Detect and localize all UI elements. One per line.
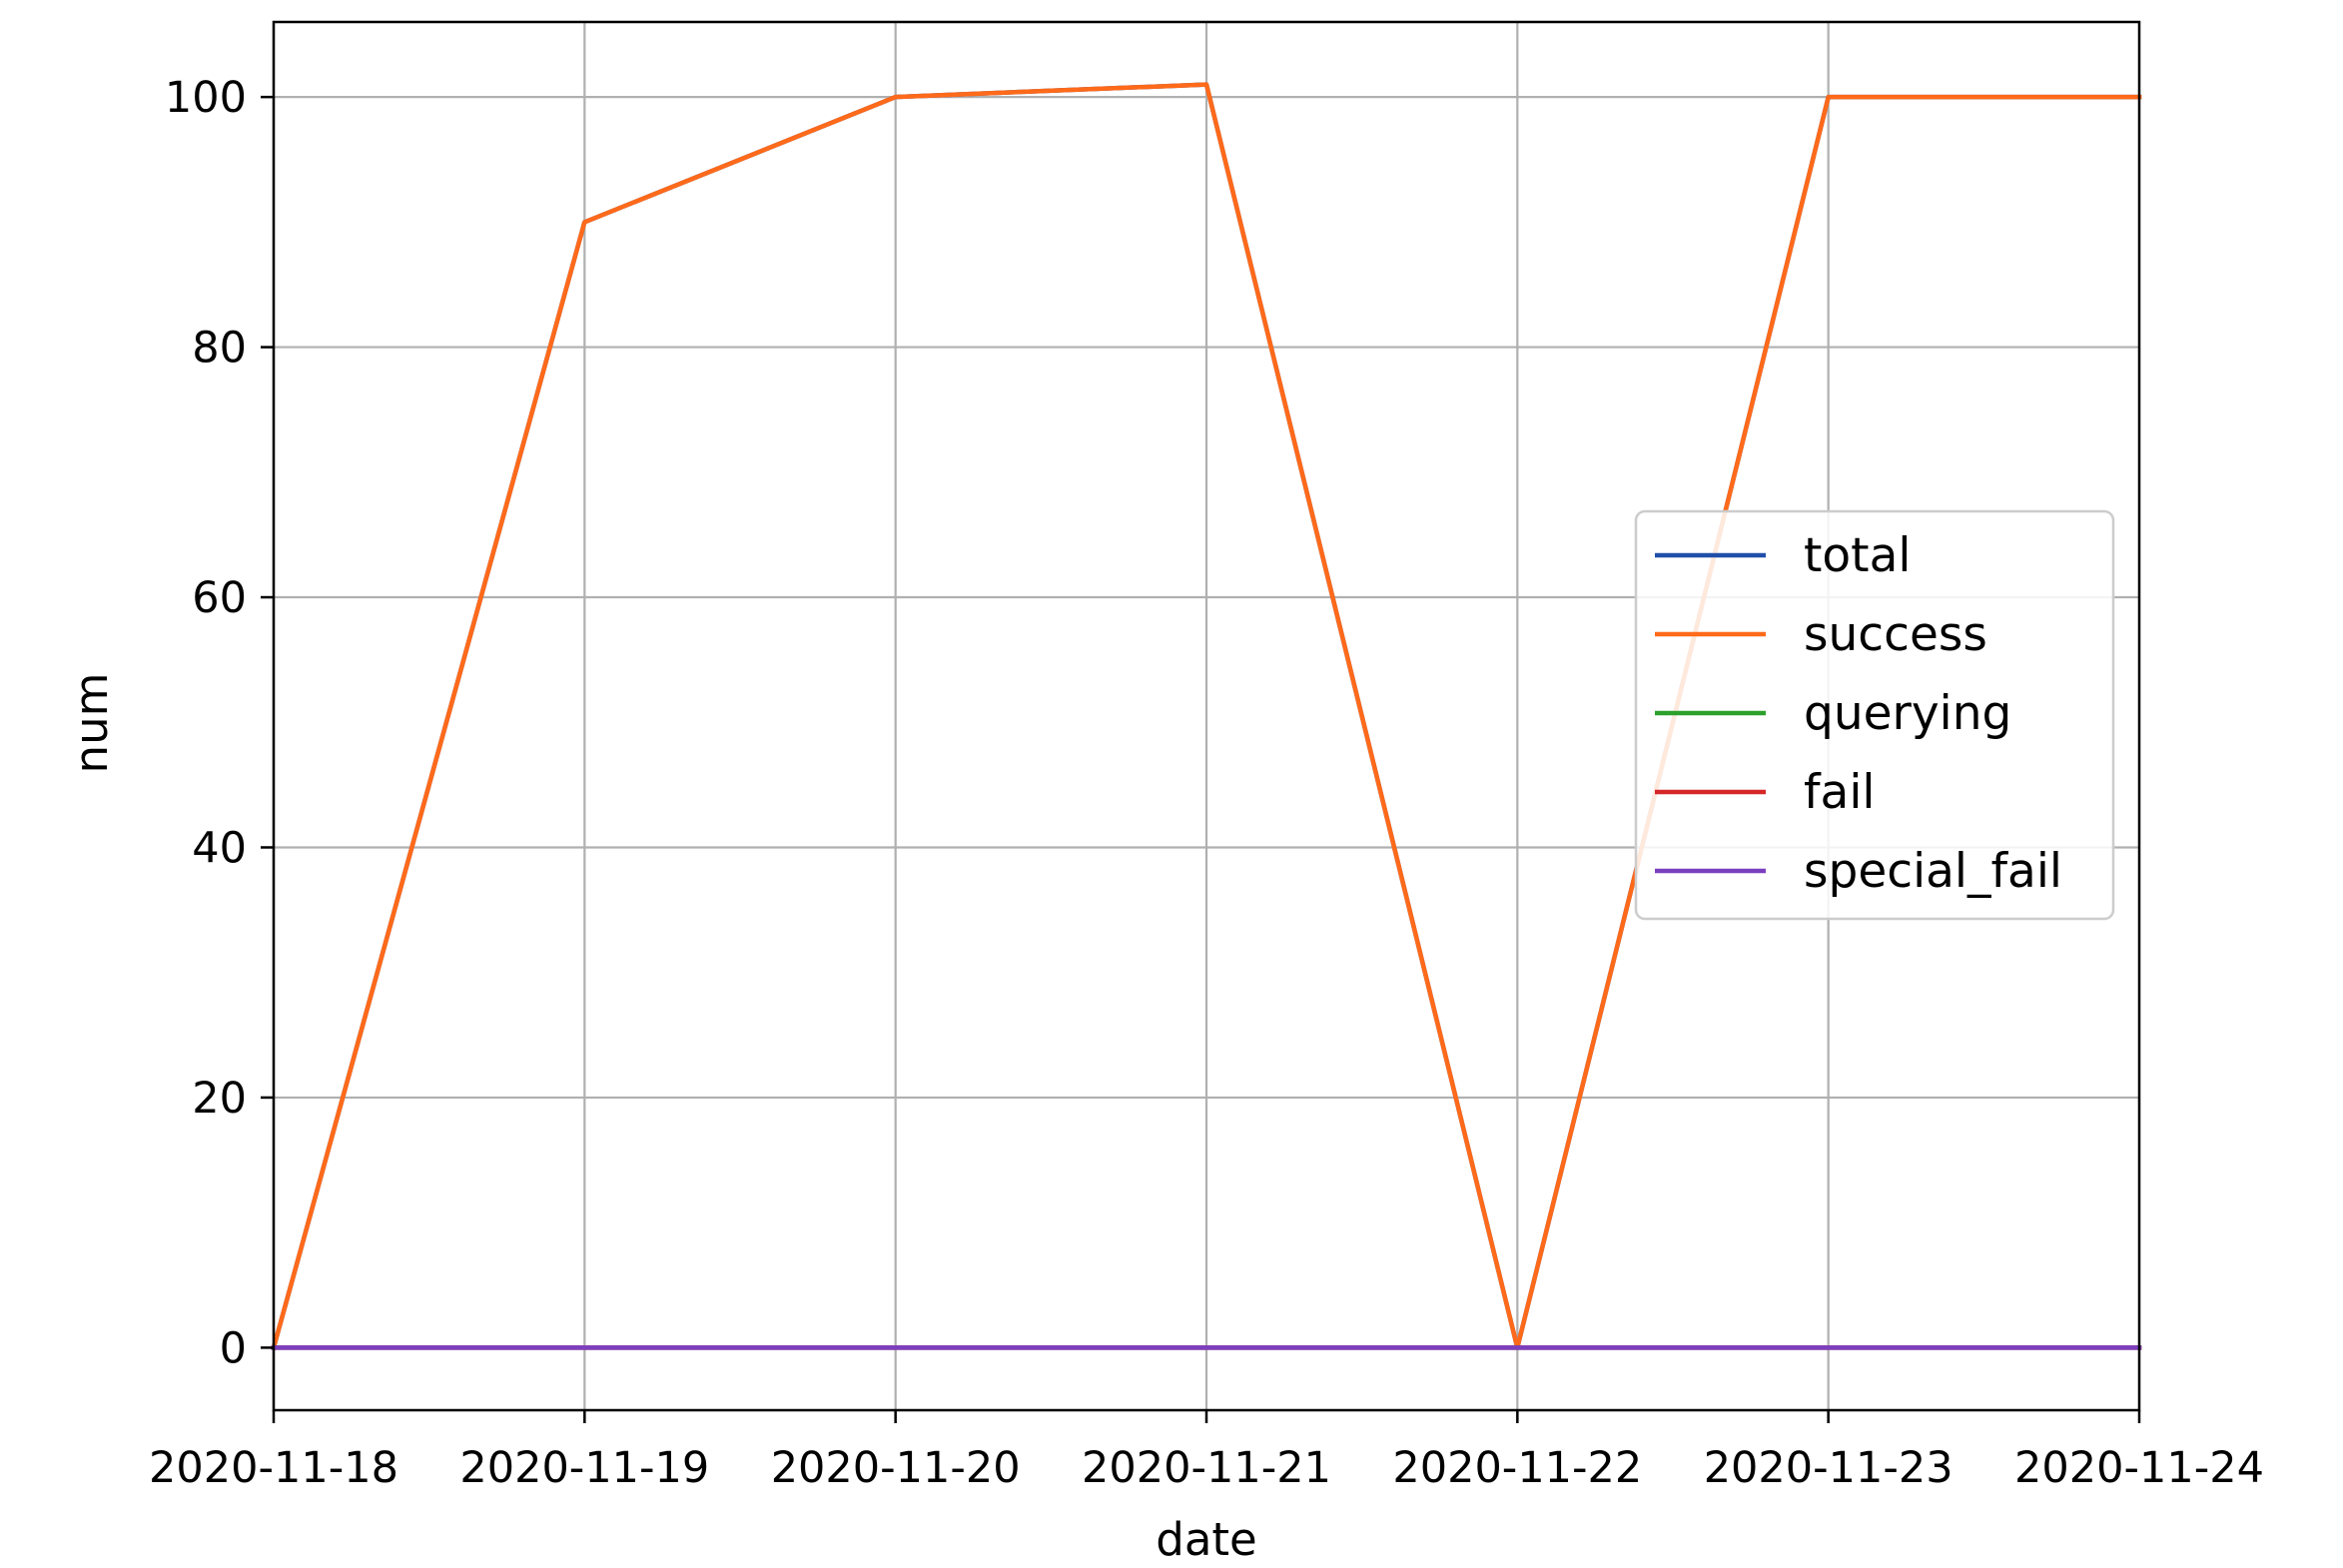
y-tick-label: 20 (192, 1074, 247, 1124)
y-axis: 0 20 40 60 80 100 (165, 73, 274, 1373)
x-tick-label: 2020-11-18 (149, 1443, 398, 1493)
y-tick-label: 40 (192, 823, 247, 873)
legend: total success querying fail special_fail (1634, 509, 2115, 921)
legend-label-success: success (1804, 607, 1987, 662)
series-lines (271, 82, 2142, 1351)
x-tick-label: 2020-11-21 (1082, 1443, 1331, 1493)
x-axis: 2020-11-18 2020-11-19 2020-11-20 2020-11-21… (149, 1410, 2264, 1493)
x-tick-label: 2020-11-19 (459, 1443, 709, 1493)
x-axis-title: date (1156, 1513, 1256, 1566)
x-tick-label: 2020-11-24 (2014, 1443, 2264, 1493)
x-tick-label: 2020-11-23 (1704, 1443, 1953, 1493)
y-tick-label: 100 (165, 73, 247, 123)
legend-label-total: total (1804, 528, 1911, 583)
x-tick-label: 2020-11-20 (771, 1443, 1021, 1493)
legend-box (1634, 509, 2115, 921)
legend-label-querying: querying (1804, 686, 2011, 741)
y-axis-title: num (65, 673, 118, 774)
y-tick-label: 80 (192, 324, 247, 374)
x-tick-label: 2020-11-22 (1392, 1443, 1642, 1493)
y-tick-label: 0 (220, 1323, 247, 1373)
legend-label-special-fail: special_fail (1804, 844, 2062, 899)
legend-label-fail: fail (1804, 765, 1875, 820)
series-line-success (271, 82, 2142, 1351)
y-tick-label: 60 (192, 573, 247, 623)
